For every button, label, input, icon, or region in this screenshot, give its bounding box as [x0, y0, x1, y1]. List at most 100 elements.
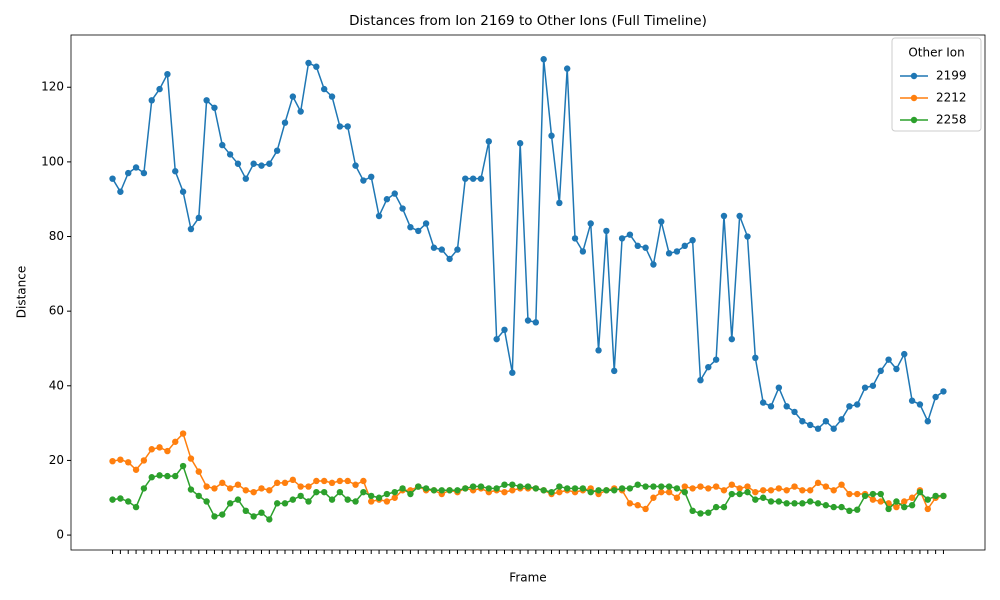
data-point	[172, 438, 179, 445]
data-point	[485, 138, 493, 145]
data-point	[320, 488, 328, 496]
data-point	[242, 175, 250, 182]
data-point	[650, 261, 657, 268]
data-point	[344, 477, 351, 485]
data-point	[407, 490, 414, 498]
data-point	[548, 132, 555, 139]
data-point	[759, 399, 767, 406]
data-point	[697, 483, 704, 490]
data-point	[336, 488, 344, 496]
data-point	[226, 151, 234, 158]
y-axis-label: Distance	[15, 266, 29, 318]
data-point	[658, 488, 665, 496]
data-point	[305, 498, 312, 505]
data-point	[642, 483, 649, 490]
data-point	[720, 212, 728, 220]
data-point	[830, 503, 837, 511]
data-point	[273, 479, 281, 487]
data-point	[226, 485, 234, 492]
data-point	[767, 403, 775, 410]
data-point	[368, 492, 375, 500]
data-point	[799, 418, 806, 425]
data-point	[869, 496, 877, 503]
data-point	[273, 500, 281, 507]
data-point	[117, 456, 124, 463]
data-point	[281, 500, 289, 507]
data-point	[673, 485, 681, 492]
data-point	[219, 511, 226, 518]
data-point	[720, 503, 728, 511]
data-point	[258, 509, 265, 516]
data-point	[556, 483, 563, 490]
data-point	[846, 490, 853, 498]
data-point	[846, 507, 853, 515]
data-point	[791, 483, 798, 490]
data-point	[524, 483, 532, 490]
data-point	[422, 220, 430, 227]
data-point	[752, 488, 759, 496]
data-point	[125, 169, 132, 177]
legend-marker	[910, 72, 918, 80]
data-point	[665, 488, 673, 496]
data-point	[156, 472, 163, 479]
data-point	[822, 418, 830, 425]
data-point	[548, 488, 555, 496]
data-point	[556, 199, 563, 207]
data-point	[728, 490, 736, 498]
data-point	[587, 220, 594, 227]
data-point	[877, 490, 884, 498]
data-point	[250, 160, 257, 167]
data-point	[901, 498, 908, 505]
data-point	[681, 483, 688, 490]
data-point	[273, 147, 281, 154]
legend-box	[891, 37, 982, 132]
data-point	[642, 505, 649, 513]
data-point	[313, 488, 320, 496]
data-point	[250, 488, 257, 496]
series-line	[111, 59, 944, 430]
data-point	[791, 408, 798, 416]
data-point	[532, 319, 540, 326]
data-point	[775, 485, 783, 492]
data-point	[297, 108, 304, 115]
data-point	[336, 123, 344, 130]
data-point	[759, 487, 767, 494]
data-point	[924, 418, 931, 425]
data-point	[226, 500, 234, 507]
data-point	[626, 485, 634, 492]
data-point	[814, 479, 822, 487]
data-point	[822, 483, 830, 490]
data-point	[626, 500, 634, 507]
data-point	[744, 483, 751, 490]
data-point	[846, 403, 853, 410]
data-point	[893, 365, 900, 373]
data-point	[336, 477, 344, 485]
data-point	[563, 485, 571, 492]
data-point	[728, 481, 736, 488]
data-point	[540, 56, 547, 63]
data-point	[814, 425, 822, 432]
data-point	[148, 446, 155, 453]
data-point	[446, 487, 453, 494]
legend-label: 2212	[936, 91, 967, 105]
data-point	[791, 500, 798, 507]
data-point	[375, 494, 383, 501]
legend-marker	[910, 116, 918, 124]
data-point	[179, 462, 187, 470]
data-point	[344, 496, 351, 503]
data-point	[195, 214, 202, 222]
data-point	[148, 97, 155, 104]
data-point	[736, 490, 743, 498]
data-point	[932, 393, 939, 401]
data-point	[806, 487, 814, 494]
data-point	[156, 444, 163, 451]
data-point	[148, 474, 155, 481]
data-point	[203, 97, 210, 104]
data-point	[281, 119, 289, 126]
data-point	[901, 503, 908, 511]
data-point	[759, 494, 767, 501]
plot-frame	[70, 34, 986, 551]
data-point	[485, 485, 493, 492]
data-point	[524, 317, 532, 324]
